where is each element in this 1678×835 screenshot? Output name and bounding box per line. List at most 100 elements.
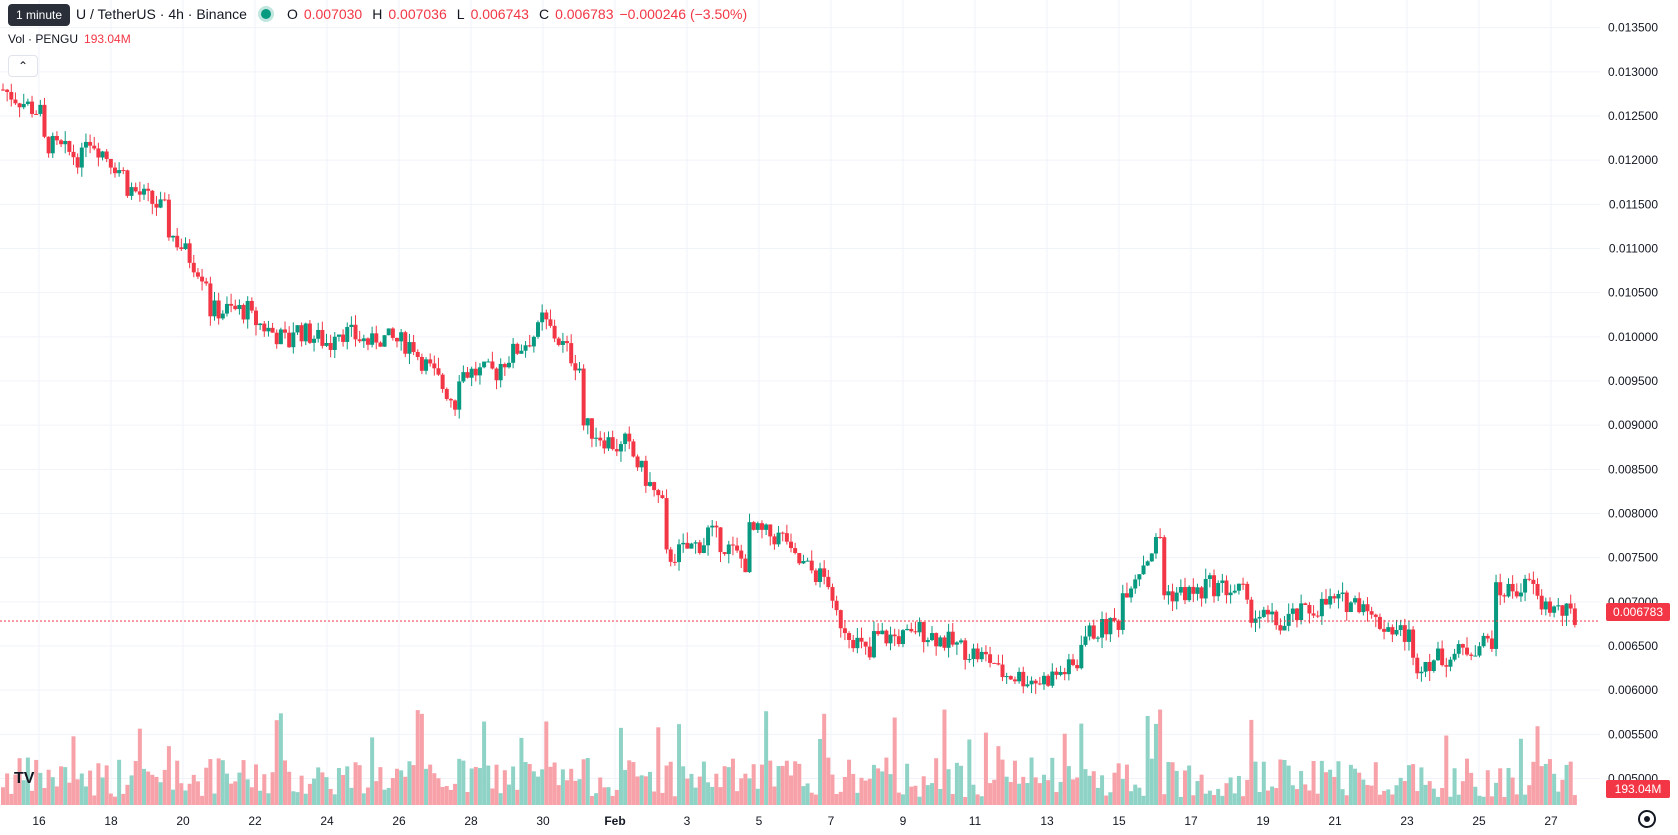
volume-bar [1029,757,1034,805]
volume-bar [83,786,88,805]
candle-body [975,648,980,660]
volume-bar [917,796,922,805]
volume-bar [602,787,607,805]
volume-bar [63,767,68,805]
candle-body [971,648,976,660]
candle-body [826,576,831,588]
candle-body [370,333,375,345]
close-label: C [538,6,550,22]
candle-body [374,333,379,343]
candle-body [577,368,582,371]
volume-bar [1270,786,1275,805]
candle-body [1145,561,1150,566]
candle-body [63,140,68,145]
candle-body [859,637,864,642]
volume-bar [448,789,453,805]
candle-body [253,310,258,326]
candle-body [1523,578,1528,593]
candle-body [137,191,142,195]
collapse-legend-button[interactable]: ⌃ [8,55,38,77]
candle-body [759,523,764,530]
candle-body [411,342,416,352]
candle-body [100,151,105,158]
candle-body [378,342,383,347]
volume-bar [457,758,462,805]
candle-body [453,400,458,410]
candle-body [1456,644,1461,654]
volume-bar [121,793,126,805]
volume-bar [21,780,26,805]
candle-body [784,533,789,542]
volume-bar [942,709,947,805]
volume-bar [975,794,980,805]
volume-bar [1166,762,1171,805]
volume-bar [1025,782,1030,805]
candle-body [166,199,171,238]
volume-badge-bg [1606,780,1670,798]
volume-bar [652,791,657,805]
candle-body [328,343,333,350]
candle-body [946,631,951,648]
volume-bar [9,793,14,805]
volume-bar [1444,735,1449,805]
volume-bar [1000,759,1005,805]
open-value: 0.007030 [303,6,363,22]
time-tick: 24 [320,814,334,828]
candle-body [1419,671,1424,674]
candle-body [963,640,968,660]
candle-body [1353,598,1358,603]
time-tick: 30 [536,814,550,828]
volume-bar [552,762,557,805]
time-tick: 26 [392,814,406,828]
symbol-title[interactable]: U / TetherUS · 4h · Binance [76,6,247,22]
volume-bar [656,727,661,805]
volume-bar [672,796,677,805]
volume-bar [1265,790,1270,805]
candle-body [523,345,528,351]
candle-body [950,631,955,645]
volume-bar [594,793,599,805]
candlesticks [1,83,1577,694]
volume-bar [411,765,416,805]
candle-body [797,553,802,564]
candle-body [1494,582,1499,649]
volume-bar [764,711,769,805]
candle-body [1485,635,1490,639]
volume-bar [1116,763,1121,805]
volume-bar [519,737,524,805]
volume-bar [859,777,864,805]
volume-bar [722,766,727,805]
volume-bar [826,757,831,805]
volume-bar [805,783,810,805]
volume-bar [1415,791,1420,805]
volume-bar [1552,773,1557,805]
gear-icon[interactable] [1638,810,1656,828]
volume-bar [1494,782,1499,805]
volume-bar [643,776,648,805]
candle-body [448,398,453,401]
candle-body [133,187,138,192]
price-tick: 0.010500 [1608,286,1658,300]
candle-body [266,327,271,332]
volume-bar [204,767,209,805]
tradingview-logo-icon[interactable]: TV [14,770,35,787]
candle-body [295,325,300,333]
candle-body [274,332,279,345]
volume-bar [1137,787,1142,805]
volume-bar [1066,766,1071,805]
volume-bar [813,794,818,805]
volume-bar [905,763,910,805]
volume-bar [697,776,702,805]
candle-body [1435,648,1440,661]
volume-bar [747,778,752,805]
candle-body [1502,595,1507,597]
volume-bar [681,766,686,805]
candle-body [1518,592,1523,597]
candle-body [726,544,731,555]
candle-body [913,631,918,633]
volume-bar [1236,775,1241,805]
candle-body [345,326,350,342]
candle-body [54,135,59,141]
candle-body [291,332,296,348]
